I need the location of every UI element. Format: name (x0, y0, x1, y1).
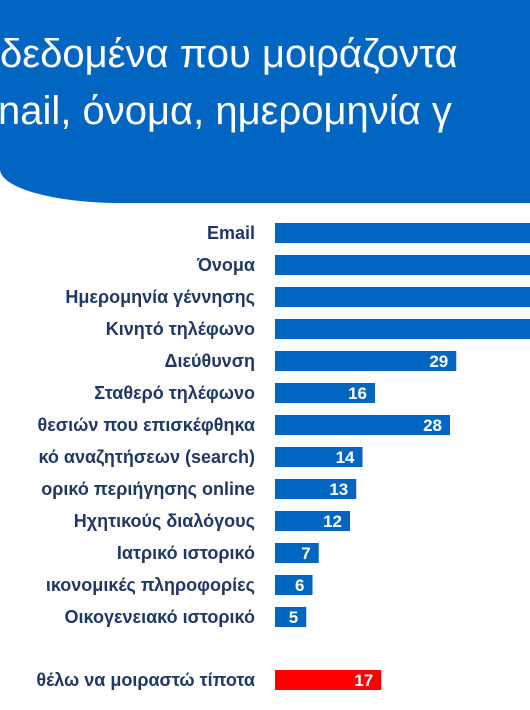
bar (275, 287, 530, 307)
value-label: 16 (348, 384, 367, 403)
value-label: 7 (301, 544, 310, 563)
bar (275, 383, 375, 403)
bar (275, 415, 450, 435)
value-label: 12 (323, 512, 342, 531)
bar (275, 223, 530, 243)
category-label: ικονομικές πληροφορίες (46, 575, 255, 595)
category-label: Κινητό τηλέφωνο (106, 319, 255, 339)
header-title-line-2: nail, όνομα, ημερομηνία γ (0, 89, 452, 133)
value-label: 17 (354, 671, 373, 690)
category-label: ορικό περιήγησης online (41, 479, 255, 499)
value-label: 14 (336, 448, 355, 467)
category-label: Οικογενειακό ιστορικό (65, 607, 255, 627)
bar (275, 447, 363, 467)
value-label: 28 (423, 416, 442, 435)
category-label: Ηχητικούς διαλόγους (74, 511, 255, 531)
category-label: Όνομα (196, 255, 255, 275)
bar (275, 543, 319, 563)
value-label: 13 (329, 480, 348, 499)
bar (275, 511, 350, 531)
bar (275, 575, 313, 595)
category-label: θεσιών που επισκέφθηκα (38, 415, 255, 435)
category-label: Email (207, 223, 255, 243)
bar (275, 319, 530, 339)
bar (275, 607, 307, 627)
bar (275, 255, 530, 275)
bar (275, 479, 357, 499)
bar (275, 351, 457, 371)
category-label: Ιατρικό ιστορικό (117, 543, 255, 563)
category-label: κό αναζητήσεων (search) (38, 447, 255, 468)
value-label: 29 (429, 352, 448, 371)
bar-highlight (275, 670, 382, 690)
category-label: Ημερομηνία γέννησης (65, 287, 255, 307)
category-label: θέλω να μοιραστώ τίποτα (36, 670, 255, 690)
value-label: 6 (295, 576, 304, 595)
header-banner: δεδομένα που μοιράζοντα nail, όνομα, ημε… (0, 0, 530, 203)
category-label: Σταθερό τηλέφωνο (94, 383, 255, 403)
value-label: 5 (289, 608, 298, 627)
header-title-line-1: δεδομένα που μοιράζοντα (0, 32, 458, 76)
category-label: Διεύθυνση (165, 351, 255, 371)
